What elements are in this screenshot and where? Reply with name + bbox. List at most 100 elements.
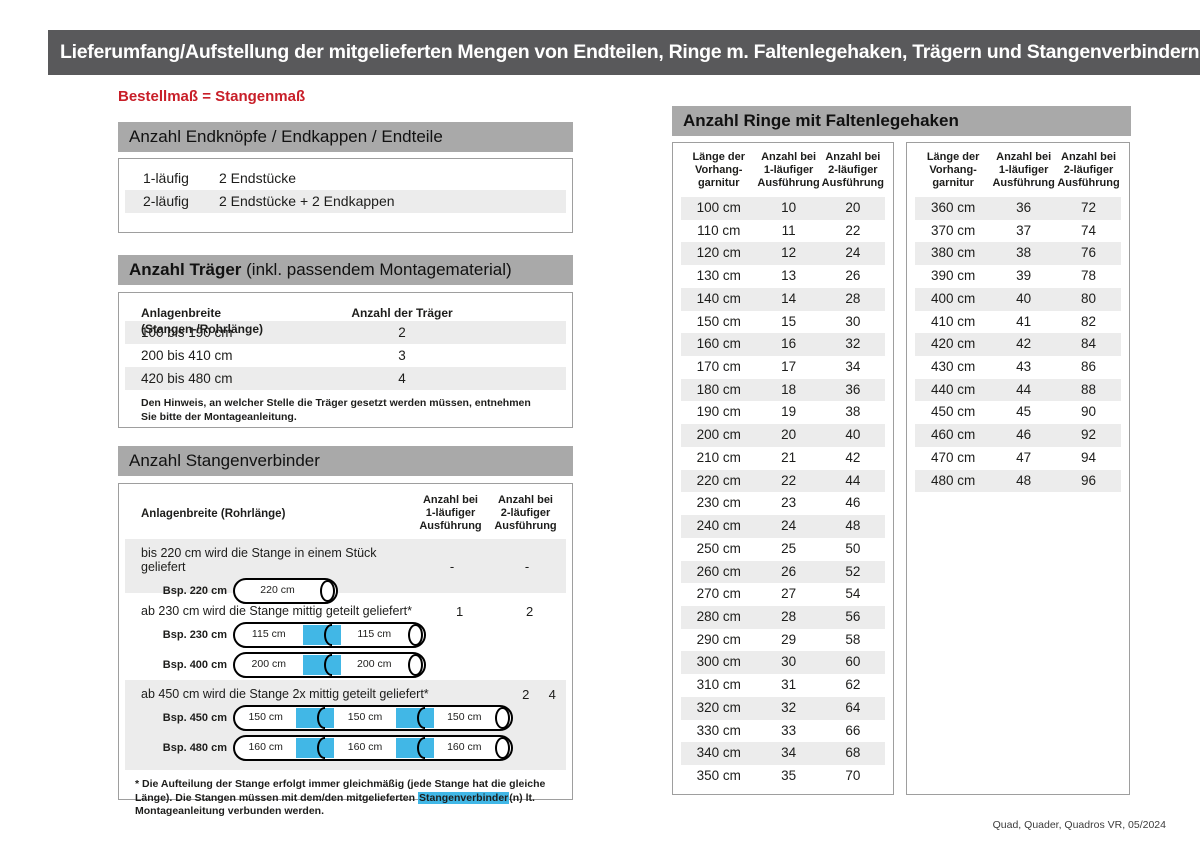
table-row: 200 bis 410 cm 3 bbox=[125, 344, 566, 367]
ring-length-cell: 300 cm bbox=[696, 654, 741, 670]
rod-endcap-icon bbox=[408, 654, 423, 676]
ring-length-cell: 350 cm bbox=[696, 767, 741, 783]
ring-length-cell: 340 cm bbox=[696, 745, 741, 761]
ring-length-cell: 410 cm bbox=[930, 313, 976, 329]
ring-count-cell: 86 bbox=[1081, 359, 1097, 375]
ring-count-cell: 20 bbox=[845, 200, 861, 215]
column-header: Anzahl bei 1-läufiger Ausführung bbox=[419, 494, 482, 532]
ring-length-cell: 250 cm bbox=[696, 540, 741, 556]
table-header-row: Länge der Vorhang- garnitur Anzahl bei 1-… bbox=[681, 151, 885, 190]
block-content: ab 230 cm wird die Stange mittig geteilt… bbox=[125, 597, 426, 678]
order-size-note: Bestellmaß = Stangenmaß bbox=[118, 88, 306, 105]
ring-length-cell: 370 cm bbox=[930, 222, 976, 238]
rod-endcap-icon bbox=[494, 707, 510, 729]
row-value: 3 bbox=[398, 348, 406, 363]
count-2-laeufig: - bbox=[524, 558, 530, 574]
ring-table-row: 430 cm 43 86 bbox=[915, 356, 1121, 379]
rod-diagram: 220 cm bbox=[233, 578, 338, 604]
ring-count-cell: 35 bbox=[781, 767, 797, 783]
column-header: Anzahl bei 2-läufiger Ausführung bbox=[494, 494, 557, 532]
ring-table-row: 150 cm 15 30 bbox=[681, 311, 885, 334]
ring-table-row: 450 cm 45 90 bbox=[915, 401, 1121, 424]
ring-count-cell: 46 bbox=[1016, 427, 1032, 443]
row-label: 200 bis 410 cm bbox=[141, 348, 233, 363]
rod-endcap-icon bbox=[408, 624, 423, 646]
stangenverbinder-block: bis 220 cm wird die Stange in einem Stüc… bbox=[125, 539, 566, 604]
table-header-row: Anlagenbreite (Stangen-/Rohrlänge) Anzah… bbox=[119, 305, 572, 336]
heading-rest-part: (inkl. passendem Montagematerial) bbox=[241, 260, 512, 279]
ring-count-cell: 18 bbox=[781, 381, 797, 397]
ring-length-cell: 420 cm bbox=[930, 336, 976, 352]
rod-segment-label: 115 cm bbox=[251, 628, 286, 640]
ring-column-header: Länge der Vorhang- garnitur bbox=[926, 151, 980, 189]
block-content: bis 220 cm wird die Stange in einem Stüc… bbox=[125, 539, 416, 604]
ring-count-cell: 70 bbox=[845, 767, 861, 783]
ring-count-cell: 84 bbox=[1081, 336, 1097, 352]
ring-count-cell: 29 bbox=[781, 631, 797, 647]
ring-table-row: 340 cm 34 68 bbox=[681, 742, 885, 765]
ring-length-cell: 390 cm bbox=[930, 268, 976, 284]
ring-count-cell: 13 bbox=[781, 268, 797, 284]
ring-count-cell: 37 bbox=[1016, 222, 1032, 238]
rod-segment-label: 160 cm bbox=[447, 741, 482, 753]
connector-icon bbox=[395, 708, 434, 728]
footnote: * Die Aufteilung der Stange erfolgt imme… bbox=[135, 778, 562, 819]
ring-length-cell: 320 cm bbox=[696, 699, 741, 715]
ring-length-cell: 480 cm bbox=[930, 472, 976, 488]
rod-endcap-icon bbox=[494, 737, 510, 759]
ring-table-row: 280 cm 28 56 bbox=[681, 605, 885, 629]
table-row: 2-läufig 2 Endstücke + 2 Endkappen bbox=[125, 190, 566, 213]
ring-table-row: 420 cm 42 84 bbox=[915, 333, 1121, 357]
connector-icon bbox=[395, 738, 434, 758]
ring-table-row: 230 cm 23 46 bbox=[681, 492, 885, 515]
ring-count-cell: 26 bbox=[781, 563, 797, 579]
ring-length-cell: 400 cm bbox=[930, 290, 976, 306]
ring-count-cell: 50 bbox=[845, 540, 861, 556]
ring-count-cell: 48 bbox=[1016, 472, 1032, 488]
rod-example: Bsp. 230 cm 115 cm 115 cm bbox=[125, 622, 426, 648]
ring-count-cell: 39 bbox=[1016, 268, 1032, 284]
row-label: 100 bis 190 cm bbox=[141, 325, 233, 340]
rod-diagram: 115 cm 115 cm bbox=[233, 622, 426, 648]
tube-end-arc-icon bbox=[323, 654, 332, 676]
ring-count-cell: 60 bbox=[845, 654, 861, 670]
connector-icon bbox=[296, 738, 335, 758]
rod-segment-label: 150 cm bbox=[447, 711, 482, 723]
ring-count-cell: 38 bbox=[1016, 245, 1032, 261]
ring-count-cell: 26 bbox=[845, 268, 861, 284]
ring-column-header: Länge der Vorhang- garnitur bbox=[692, 151, 746, 189]
ring-table-row: 190 cm 19 38 bbox=[681, 401, 885, 424]
endteile-table: 1-läufig 2 Endstücke 2-läufig 2 Endstück… bbox=[118, 158, 573, 233]
ring-count-cell: 33 bbox=[781, 722, 797, 738]
ring-count-cell: 28 bbox=[845, 290, 861, 306]
ring-table-row: 460 cm 46 92 bbox=[915, 424, 1121, 447]
ring-count-cell: 58 bbox=[845, 631, 861, 647]
ring-table-row: 200 cm 20 40 bbox=[681, 424, 885, 447]
ring-table-row: 320 cm 32 64 bbox=[681, 696, 885, 720]
ring-count-cell: 48 bbox=[845, 518, 861, 534]
stangenverbinder-block: ab 230 cm wird die Stange mittig geteilt… bbox=[125, 597, 566, 678]
ring-length-cell: 330 cm bbox=[696, 722, 741, 738]
ring-length-cell: 240 cm bbox=[696, 518, 741, 534]
ring-count-cell: 10 bbox=[781, 200, 797, 215]
ring-table-row: 210 cm 21 42 bbox=[681, 447, 885, 470]
ring-column-header: Anzahl bei 2-läufiger Ausführung bbox=[821, 151, 884, 189]
rod-diagram: 200 cm 200 cm bbox=[233, 652, 426, 678]
ring-table-row: 390 cm 39 78 bbox=[915, 265, 1121, 288]
ring-table-row: 110 cm 11 22 bbox=[681, 220, 885, 243]
rod-diagram: 150 cm 150 cm 150 cm bbox=[233, 705, 513, 731]
ring-length-cell: 210 cm bbox=[696, 449, 741, 465]
rod-connector bbox=[395, 737, 434, 759]
ring-count-cell: 34 bbox=[845, 359, 861, 375]
montage-note: Den Hinweis, an welcher Stelle die Träge… bbox=[141, 397, 531, 423]
table-body: 360 cm 36 72 370 cm 37 74 380 cm 38 76 390 cm 39 78… bbox=[915, 197, 1121, 493]
rod-segment-label: 150 cm bbox=[347, 711, 383, 723]
ring-length-cell: 120 cm bbox=[696, 245, 741, 261]
traeger-table: Anlagenbreite (Stangen-/Rohrlänge) Anzah… bbox=[118, 292, 573, 428]
rod-example: Bsp. 400 cm 200 cm 200 cm bbox=[125, 652, 426, 678]
footnote-text: * Die Aufteilung der Stange erfolgt imme… bbox=[135, 778, 546, 804]
ring-count-cell: 92 bbox=[1081, 427, 1097, 443]
heading-bold-part: Anzahl Träger bbox=[129, 260, 242, 279]
ring-count-cell: 96 bbox=[1081, 472, 1097, 488]
